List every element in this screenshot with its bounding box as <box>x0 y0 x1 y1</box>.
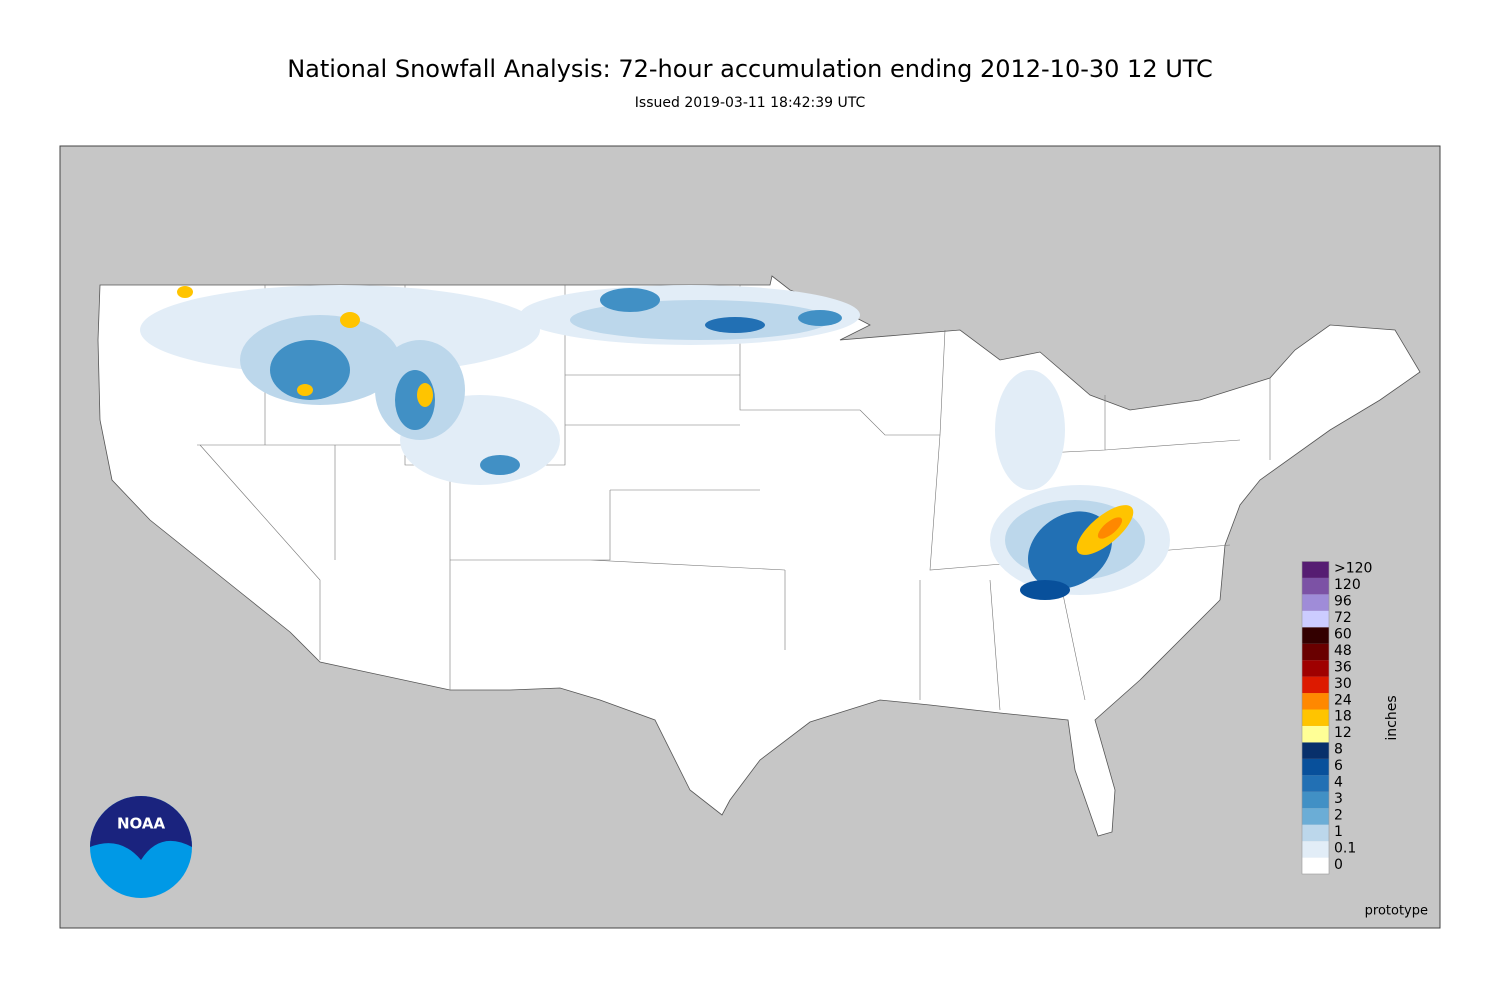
legend-swatch <box>1302 693 1329 710</box>
legend-swatch <box>1302 676 1329 694</box>
legend-label: 30 <box>1334 676 1352 692</box>
legend-label: 120 <box>1334 577 1361 593</box>
legend-label: 6 <box>1334 758 1343 774</box>
legend-label: >120 <box>1334 561 1372 577</box>
legend-swatch <box>1302 709 1329 726</box>
map <box>59 145 1441 929</box>
legend-swatch <box>1302 561 1329 578</box>
legend-swatch <box>1302 594 1329 611</box>
legend-label: 36 <box>1334 659 1352 675</box>
legend-frame <box>1301 561 1330 875</box>
legend-label: 60 <box>1334 626 1352 642</box>
legend-label: 8 <box>1334 742 1343 758</box>
legend-label: 24 <box>1334 692 1352 708</box>
legend-swatch <box>1302 791 1329 809</box>
legend-label: 1 <box>1334 824 1343 840</box>
legend-label: 72 <box>1334 610 1352 626</box>
legend-label: 12 <box>1334 725 1352 741</box>
legend-swatch <box>1302 824 1329 842</box>
legend-label: 2 <box>1334 807 1343 823</box>
legend-swatch <box>1302 742 1329 759</box>
legend-label: 0.1 <box>1334 840 1356 856</box>
legend-label: 4 <box>1334 775 1343 791</box>
logo-text: NOAA <box>117 815 166 833</box>
legend-label: 18 <box>1334 709 1352 725</box>
legend-swatch <box>1302 610 1329 628</box>
note: prototype <box>1365 904 1428 919</box>
legend-label: 0 <box>1334 857 1343 873</box>
legend-label: 48 <box>1334 643 1352 659</box>
legend-label: 3 <box>1334 791 1343 807</box>
legend-swatch <box>1302 627 1329 644</box>
legend-swatch <box>1302 577 1329 595</box>
legend-swatch <box>1302 775 1329 792</box>
legend-swatch <box>1302 758 1329 776</box>
legend-swatch <box>1302 643 1329 661</box>
legend-swatch <box>1302 857 1329 874</box>
legend-swatch <box>1302 660 1329 677</box>
subtitle: Issued 2019-03-11 18:42:39 UTC <box>635 95 866 111</box>
legend-swatch <box>1302 808 1329 825</box>
legend-swatch <box>1302 841 1329 858</box>
legend-label: 96 <box>1334 594 1352 610</box>
legend-title: inches <box>1384 695 1400 740</box>
snowfall-areas <box>140 285 1170 600</box>
title: National Snowfall Analysis: 72-hour accu… <box>287 55 1213 83</box>
noaa-logo: NOAA <box>90 796 192 898</box>
legend-swatch <box>1302 725 1329 743</box>
